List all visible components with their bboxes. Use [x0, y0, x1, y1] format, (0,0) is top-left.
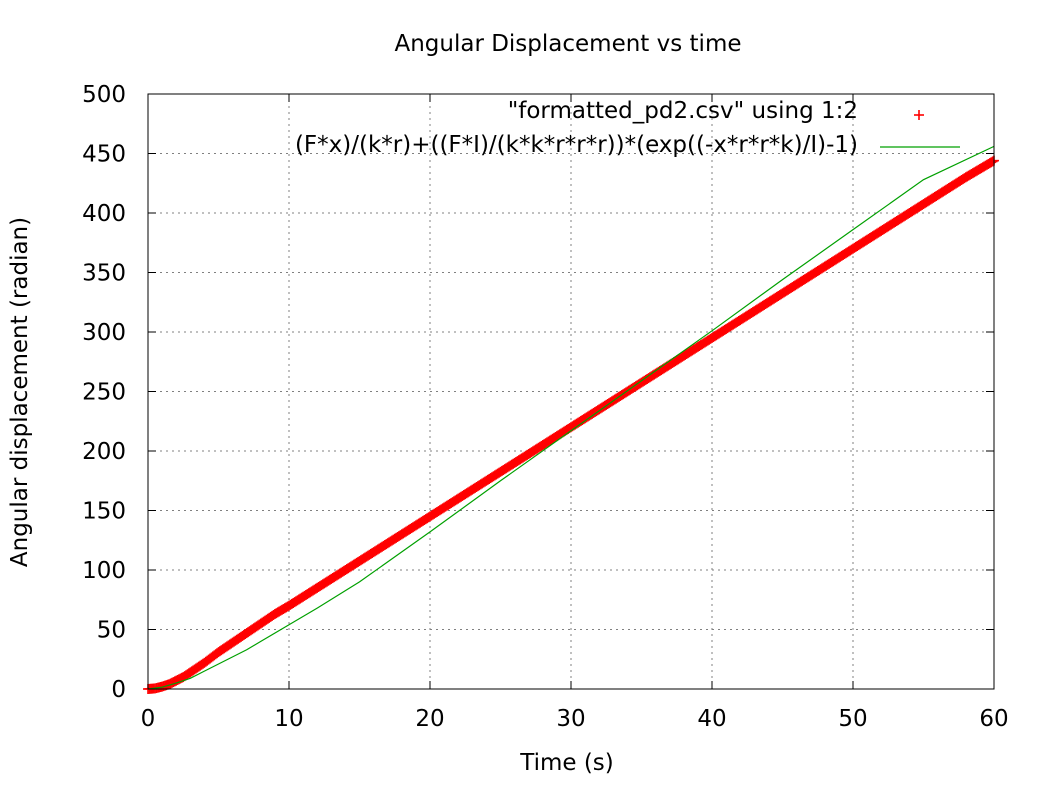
y-tick-label: 450	[82, 142, 126, 168]
y-tick-label: 250	[82, 380, 126, 406]
y-tick-label: 400	[82, 201, 126, 227]
y-tick-label: 500	[82, 82, 126, 108]
legend-marker-data	[914, 110, 924, 120]
legend: "formatted_pd2.csv" using 1:2 (F*x)/(k*r…	[295, 98, 960, 158]
grid	[148, 94, 994, 689]
plot-area	[143, 145, 999, 694]
y-tick-label: 350	[82, 261, 126, 287]
x-tick-label: 0	[141, 706, 156, 732]
x-axis-title: Time (s)	[519, 750, 614, 776]
x-tick-label: 30	[556, 706, 585, 732]
data-point	[987, 156, 998, 167]
x-tick-label: 20	[415, 706, 444, 732]
x-tick-label: 60	[979, 706, 1008, 732]
x-tick-label: 10	[274, 706, 303, 732]
legend-label-fit: (F*x)/(k*r)+((F*I)/(k*k*r*r*r))*(exp((-x…	[295, 132, 858, 158]
y-axis-title: Angular displacement (radian)	[7, 217, 33, 567]
plot-frame	[147, 93, 995, 690]
series-fit-line	[147, 145, 995, 690]
chart-title: Angular Displacement vs time	[394, 31, 741, 57]
axis-ticks: 0 10 20 30 40 50 60 0 50 100 150 200 250 300 350 400 450…	[82, 82, 1009, 732]
x-tick-label: 40	[697, 706, 726, 732]
y-tick-label: 0	[111, 677, 126, 703]
y-tick-label: 300	[82, 320, 126, 346]
legend-label-data: "formatted_pd2.csv" using 1:2	[508, 98, 858, 124]
series-points	[143, 155, 999, 694]
legend-plus-icon	[914, 110, 924, 120]
y-tick-label: 100	[82, 558, 126, 584]
y-tick-label: 200	[82, 439, 126, 465]
y-tick-label: 50	[97, 618, 126, 644]
y-tick-label: 150	[82, 499, 126, 525]
x-tick-label: 50	[838, 706, 867, 732]
